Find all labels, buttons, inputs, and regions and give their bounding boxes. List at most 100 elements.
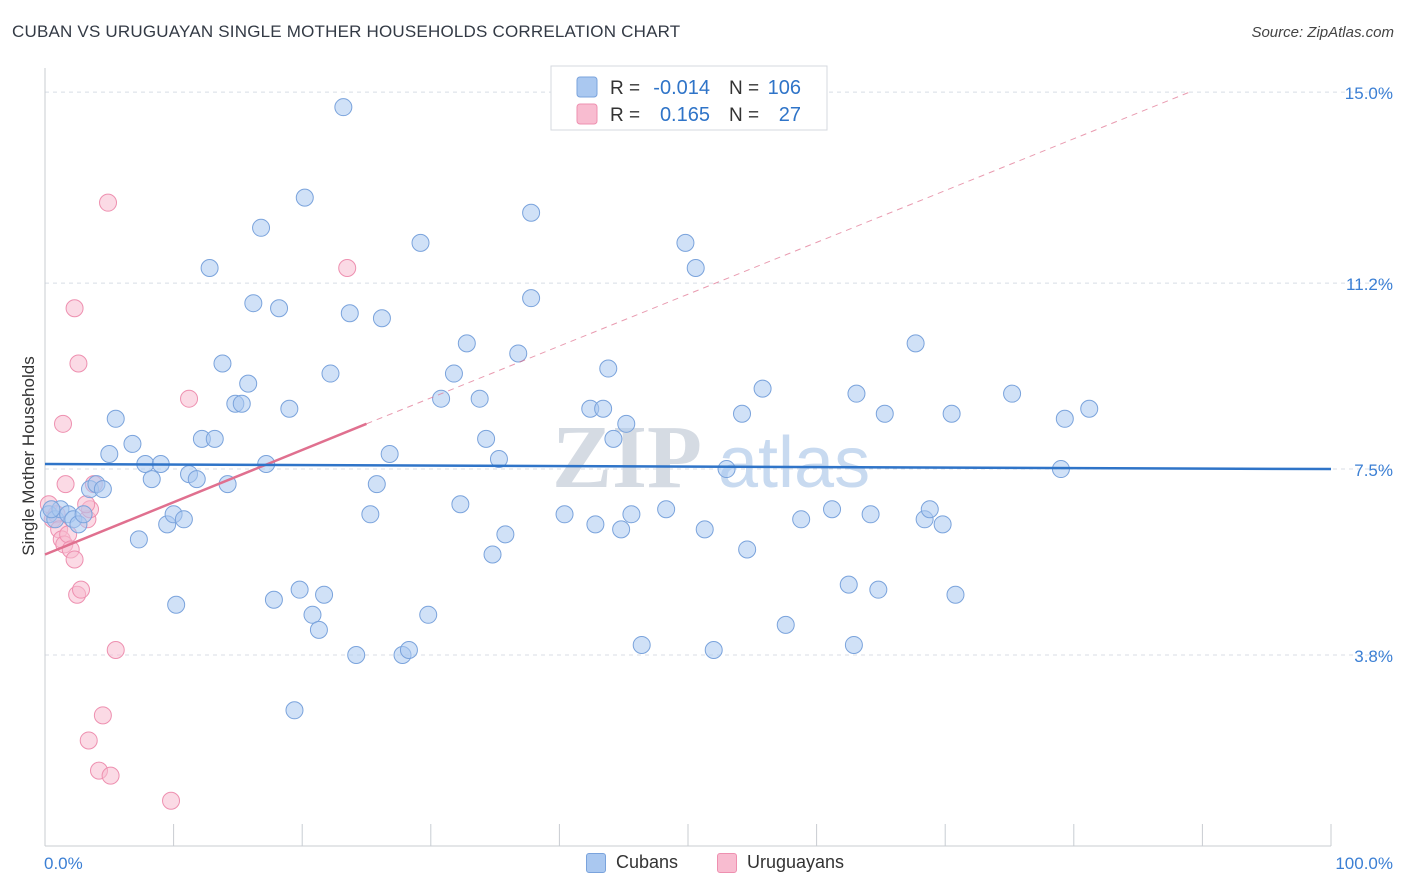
legend-item-cubans: Cubans <box>586 852 678 873</box>
cubans-point-104 <box>1080 399 1099 418</box>
chart-title: CUBAN VS URUGUAYAN SINGLE MOTHER HOUSEHO… <box>12 22 681 41</box>
cubans-point-91 <box>847 384 866 403</box>
cubans-point-61 <box>483 545 502 564</box>
cubans-point-80 <box>695 520 714 539</box>
correlation-legend: R = -0.014 N = 106 R = 0.165 N = 27 <box>550 65 828 131</box>
legend-n-label-2: N = <box>729 105 759 126</box>
watermark-atlas: atlas <box>718 423 870 503</box>
cubans-point-99 <box>942 404 961 423</box>
source-note: Source: ZipAtlas.com <box>1251 24 1394 41</box>
cubans-point-56 <box>444 364 463 383</box>
uruguayans-point-12 <box>72 580 91 599</box>
cubans-point-47 <box>361 505 380 524</box>
y-tick-label-1: 7.5% <box>1354 461 1393 480</box>
cubans-point-41 <box>309 620 328 639</box>
cubans-point-89 <box>839 575 858 594</box>
cubans-point-44 <box>334 98 353 117</box>
uruguayans-points <box>39 193 357 810</box>
cubans-point-70 <box>594 399 613 418</box>
cubans-point-95 <box>906 334 925 353</box>
y-tick-label-0: 3.8% <box>1354 647 1393 666</box>
cubans-trend-line <box>44 462 1332 471</box>
legend-swatch-uruguayans <box>576 103 598 125</box>
series-legend: Cubans Uruguayans <box>0 852 1406 878</box>
cubans-point-103 <box>1055 409 1074 428</box>
cubans-point-79 <box>686 259 705 278</box>
cubans-point-73 <box>612 520 631 539</box>
cubans-point-98 <box>933 515 952 534</box>
cubans-point-81 <box>704 640 723 659</box>
uruguayans-point-25 <box>162 791 181 810</box>
cubans-point-6 <box>74 505 93 524</box>
y-tick-label-3: 15.0% <box>1345 84 1393 103</box>
cubans-point-40 <box>303 605 322 624</box>
tick-labels: 3.8% 7.5% 11.2% 15.0% 0.0% 100.0% <box>44 84 1393 873</box>
cubans-point-52 <box>399 640 418 659</box>
cubans-point-78 <box>676 233 695 252</box>
cubans-point-50 <box>380 444 399 463</box>
cubans-point-49 <box>372 309 391 328</box>
uruguayans-point-13 <box>65 299 84 318</box>
cubans-point-34 <box>264 590 283 609</box>
uruguayans-point-19 <box>79 731 98 750</box>
x-tick-label-min: 0.0% <box>44 854 83 873</box>
cubans-point-35 <box>270 299 289 318</box>
cubans-point-36 <box>280 399 299 418</box>
cubans-point-65 <box>522 289 541 308</box>
cubans-point-37 <box>285 701 304 720</box>
cubans-point-10 <box>100 444 119 463</box>
cubans-point-9 <box>93 480 112 499</box>
cubans-point-12 <box>123 434 142 453</box>
uruguayans-point-9 <box>56 475 75 494</box>
uruguayans-point-26 <box>180 389 199 408</box>
cubans-point-105 <box>42 500 61 519</box>
uruguayans-point-10 <box>65 550 84 569</box>
cubans-point-74 <box>617 414 636 433</box>
cubans-point-71 <box>599 359 618 378</box>
cubans-point-92 <box>861 505 880 524</box>
uruguayans-point-23 <box>106 640 125 659</box>
cubans-point-77 <box>657 500 676 519</box>
cubans-point-97 <box>920 500 939 519</box>
cubans-point-22 <box>187 470 206 489</box>
cubans-point-72 <box>604 429 623 448</box>
cubans-point-26 <box>213 354 232 373</box>
cubans-point-69 <box>586 515 605 534</box>
legend-label-uruguayans: Uruguayans <box>747 852 845 872</box>
cubans-point-62 <box>489 450 508 468</box>
cubans-point-43 <box>321 364 340 383</box>
cubans-point-64 <box>509 344 528 363</box>
gridlines <box>45 91 1392 656</box>
legend-r-label-2: R = <box>610 105 640 126</box>
cubans-point-15 <box>142 470 161 489</box>
cubans-point-11 <box>106 409 125 428</box>
legend-r-value-1: -0.014 <box>653 77 710 99</box>
cubans-point-54 <box>419 605 438 624</box>
watermark: ZIP atlas <box>552 408 870 507</box>
trend-lines <box>44 91 1332 556</box>
cubans-point-53 <box>411 233 430 252</box>
cubans-point-67 <box>555 505 574 524</box>
cubans-point-38 <box>290 580 309 599</box>
cubans-point-75 <box>622 505 641 524</box>
cubans-point-63 <box>496 525 515 544</box>
cubans-point-57 <box>451 495 470 514</box>
cubans-point-83 <box>733 404 752 423</box>
cubans-point-86 <box>776 615 795 634</box>
uruguayans-point-27 <box>338 259 357 278</box>
legend-label-cubans: Cubans <box>616 852 679 872</box>
cubans-point-76 <box>632 635 651 654</box>
cubans-point-29 <box>232 394 251 413</box>
cubans-point-82 <box>717 460 736 479</box>
cubans-point-48 <box>367 475 386 494</box>
cubans-point-90 <box>844 635 863 654</box>
cubans-point-58 <box>457 334 476 353</box>
legend-swatch-uruguayans-bottom <box>717 852 737 873</box>
uruguayans-trend-line <box>44 422 367 556</box>
cubans-point-46 <box>347 646 366 665</box>
cubans-point-30 <box>239 374 258 393</box>
cubans-point-88 <box>823 500 842 519</box>
cubans-points <box>39 98 1099 720</box>
axes <box>44 68 1332 847</box>
y-tick-label-2: 11.2% <box>1346 275 1393 294</box>
